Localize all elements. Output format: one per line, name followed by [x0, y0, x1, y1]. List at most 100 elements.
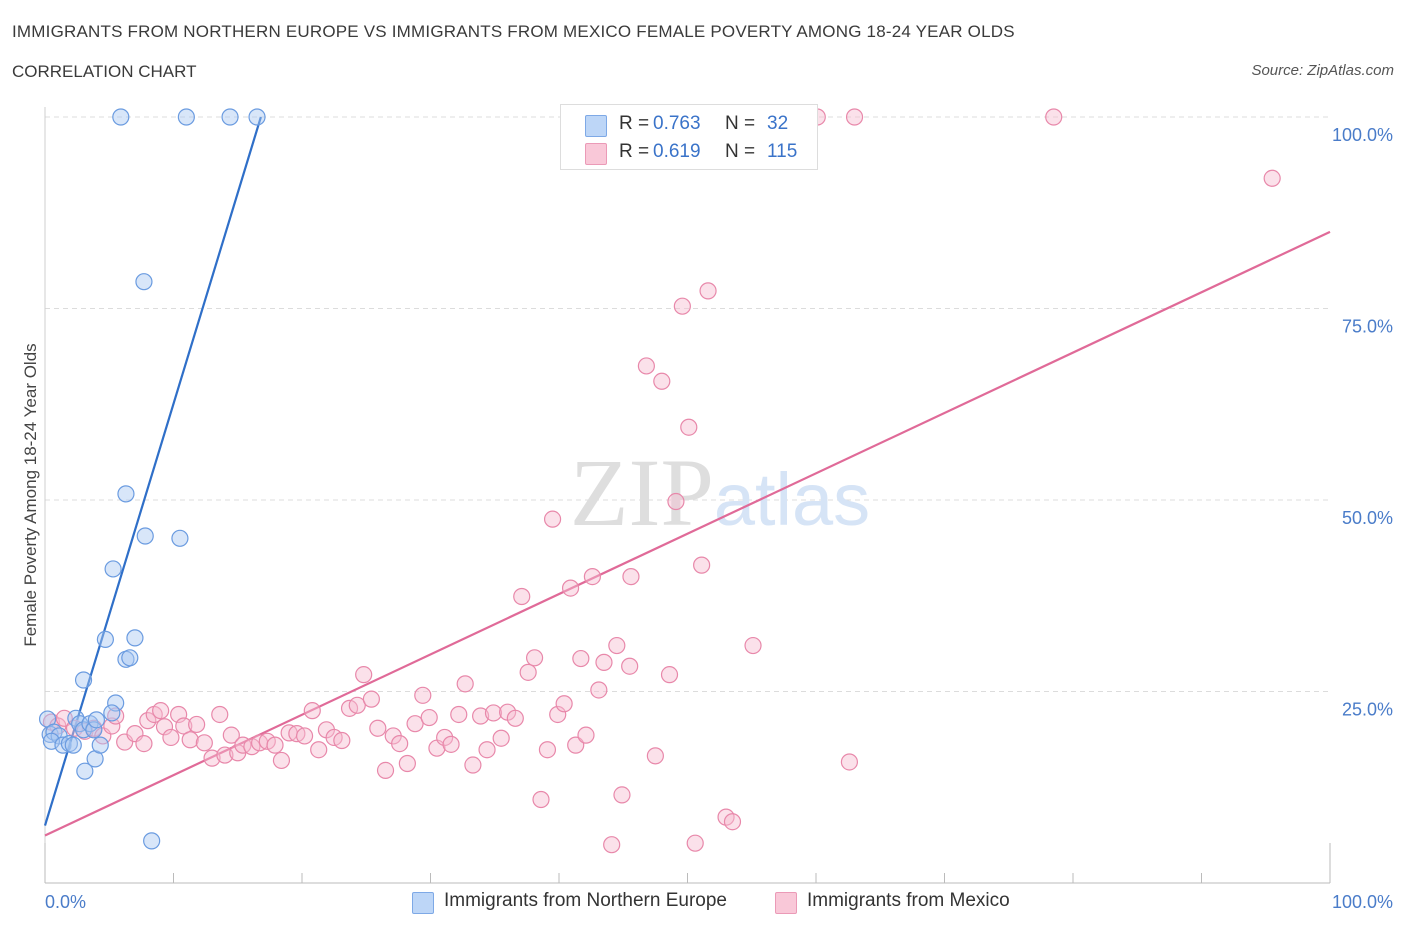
y-axis-label: Female Poverty Among 18-24 Year Olds: [21, 343, 40, 646]
legend-swatch-mexico: [775, 892, 797, 914]
mexico-point-104: [1045, 108, 1063, 126]
mexico-point-102: [845, 108, 864, 126]
mexico-point-54: [436, 728, 454, 747]
x-tick-label-min: 0.0%: [45, 892, 86, 912]
mexico-point-59: [472, 707, 490, 725]
mexico-point-7: [103, 717, 121, 735]
northern-europe-point-18: [103, 704, 121, 722]
mexico-point-65: [513, 587, 531, 606]
mexico-point-64: [506, 709, 524, 727]
legend-r-label: R =: [619, 113, 650, 134]
mexico-point-44: [362, 690, 380, 708]
legend-n-value-pink: 115: [767, 141, 798, 162]
northern-europe-point-16: [91, 736, 109, 754]
mexico-point-25: [222, 726, 240, 744]
axes: [44, 107, 1331, 884]
northern-europe-point-20: [96, 630, 114, 649]
mexico-point-79: [595, 653, 613, 671]
northern-europe-point-17: [107, 694, 125, 712]
watermark-atlas: atlas: [714, 458, 870, 541]
mexico-point-16: [162, 728, 180, 747]
legend-swatch-pink: [585, 143, 607, 165]
mexico-point-87: [653, 372, 671, 390]
mexico-point-37: [310, 741, 328, 759]
correlation-legend: R = 0.763 N = 32 R = 0.619 N = 115: [560, 104, 818, 170]
mexico-point-22: [203, 749, 221, 767]
northern-europe-point-29: [143, 832, 161, 850]
northern-europe-point-22: [121, 649, 139, 667]
mexico-point-85: [637, 357, 655, 375]
watermark-zip: ZIP: [570, 439, 714, 546]
mexico-point-24: [216, 746, 234, 764]
mexico-point-69: [538, 741, 557, 759]
mexico-point-43: [355, 666, 373, 684]
northern-europe-point-19: [74, 671, 93, 689]
mexico-point-31: [266, 736, 284, 754]
grid-lines: [45, 116, 1330, 692]
mexico-point-21: [195, 734, 213, 752]
northern-europe-point-27: [117, 485, 135, 503]
mexico-point-76: [577, 726, 595, 744]
mexico-point-70: [543, 510, 562, 528]
mexico-point-57: [456, 675, 474, 693]
mexico-point-90: [673, 297, 691, 315]
northern-europe-point-28: [135, 273, 153, 291]
legend-r-label: R =: [619, 141, 650, 162]
mexico-point-80: [603, 836, 621, 854]
mexico-point-30: [258, 732, 276, 750]
legend-label-northern-europe: Immigrants from Northern Europe: [444, 890, 727, 911]
mexico-point-86: [646, 747, 664, 765]
northern-europe-point-26: [171, 529, 189, 547]
mexico-point-105: [1263, 169, 1281, 187]
mexico-point-50: [406, 715, 424, 733]
northern-europe-point-24: [104, 560, 122, 578]
mexico-point-92: [686, 834, 704, 852]
mexico-point-56: [450, 705, 468, 724]
northern-europe-point-32: [221, 108, 239, 126]
mexico-point-74: [567, 736, 585, 754]
chart-subtitle: CORRELATION CHART: [12, 62, 197, 81]
northern-europe-point-30: [112, 108, 130, 126]
mexico-point-42: [348, 696, 366, 714]
mexico-point-20: [188, 715, 206, 734]
y-tick-label-25: 25.0%: [1342, 700, 1393, 720]
mexico-point-103: [840, 753, 859, 771]
mexico-point-32: [272, 751, 291, 770]
mexico-point-72: [555, 695, 573, 713]
northern-europe-point-23: [126, 629, 144, 647]
mexico-point-93: [693, 556, 711, 574]
y-tick-label-100: 100.0%: [1332, 125, 1393, 145]
mexico-point-94: [699, 282, 717, 300]
mexico-point-48: [391, 734, 409, 753]
mexico-point-96: [723, 813, 742, 831]
legend-n-label: N =: [725, 141, 756, 162]
mexico-point-55: [442, 735, 460, 753]
mexico-point-97: [744, 636, 762, 655]
mexico-point-35: [295, 727, 314, 745]
mexico-point-12: [139, 712, 157, 730]
y-tick-label-50: 50.0%: [1342, 508, 1393, 528]
mexico-point-51: [414, 686, 432, 704]
mexico-point-89: [667, 492, 685, 511]
mexico-point-71: [549, 705, 567, 724]
mexico-point-58: [464, 756, 482, 774]
mexico-point-15: [155, 718, 174, 736]
mexico-point-75: [572, 649, 590, 668]
mexico-point-77: [583, 567, 602, 586]
mexico-point-81: [608, 636, 626, 655]
mexico-point-18: [175, 717, 193, 735]
legend-r-value-blue: 0.763: [653, 113, 701, 134]
mexico-point-61: [484, 704, 503, 722]
mexico-point-91: [680, 418, 698, 436]
northern-europe-point-31: [177, 108, 195, 126]
mexico-point-11: [135, 734, 153, 753]
northern-europe-point-7: [64, 736, 82, 754]
mexico-point-82: [613, 786, 631, 804]
mexico-point-28: [243, 738, 261, 756]
mexico-point-14: [152, 702, 170, 720]
mexico-point-68: [532, 790, 550, 809]
mexico-point-73: [561, 579, 580, 597]
northern-europe-point-12: [85, 721, 103, 739]
mexico-point-60: [478, 741, 496, 759]
northern-europe-point-13: [87, 711, 106, 729]
